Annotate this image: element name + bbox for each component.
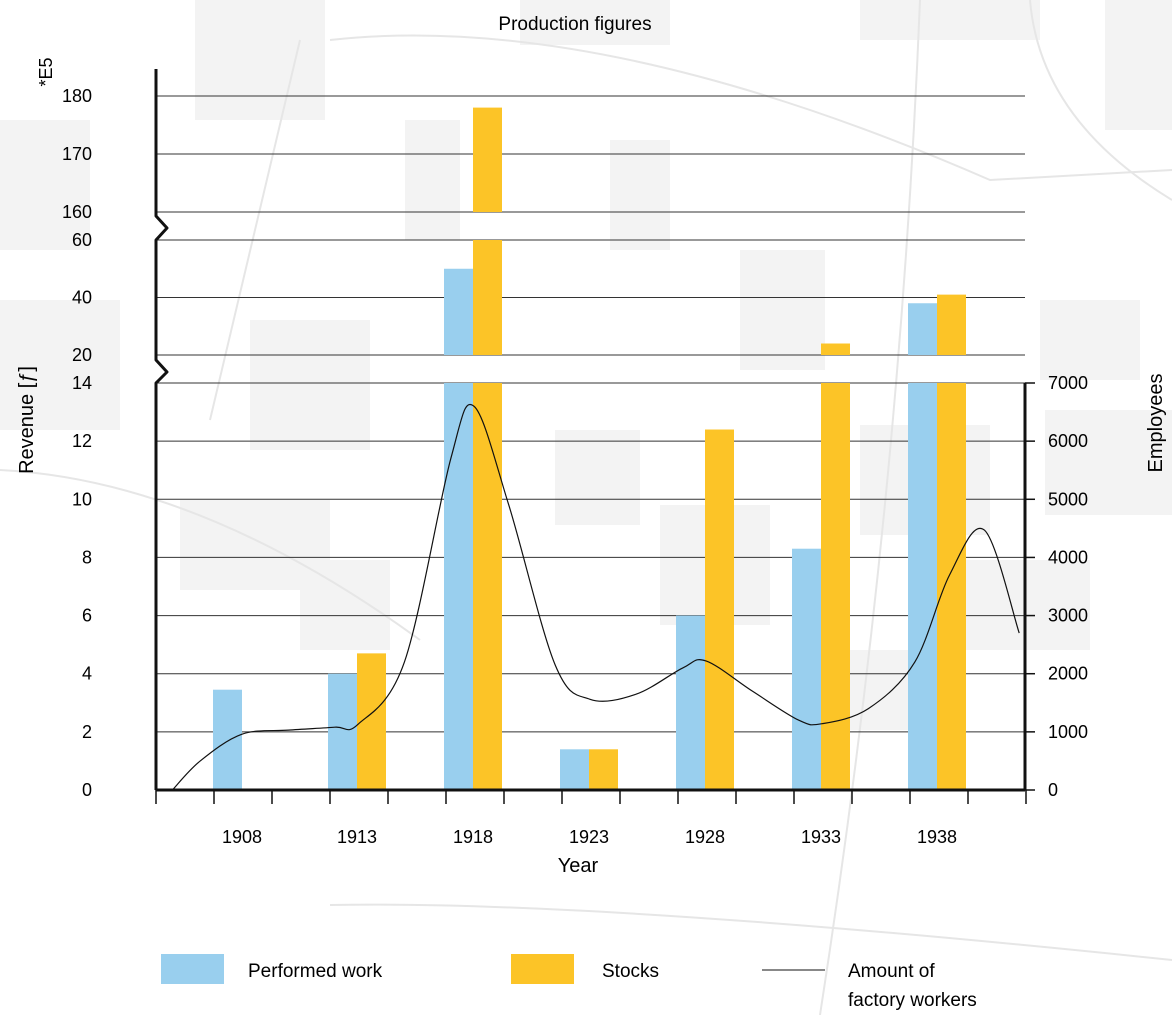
y-tick-label: 170 [62,144,92,164]
map-block [1040,300,1140,380]
legend-label-factory-workers-line2: factory workers [848,990,977,1011]
y-tick-label: 60 [72,230,92,250]
bar-performed-work-1933 [792,548,821,790]
y-tick-label: 20 [72,345,92,365]
map-block [0,300,120,430]
y-tick-label: 40 [72,288,92,308]
y2-tick-label: 7000 [1048,373,1088,393]
bar-stocks-1933 [821,383,850,790]
x-tick-label-1933: 1933 [801,827,841,847]
y-tick-label: 6 [82,606,92,626]
map-block [1045,410,1172,515]
bar-stocks-1918 [473,107,502,212]
y-tick-label: 8 [82,547,92,567]
axes: 0 2 4 6 8 10 12 14 20 40 60 160 170 180 0 1000 2000 3000 4… [62,69,1088,847]
chart-title: Production figures [498,14,651,35]
legend-swatch-stocks [511,954,574,984]
y-tick-label: 14 [72,373,92,393]
map-road [1029,0,1172,201]
map-block [740,250,825,370]
map-road [0,469,421,641]
map-block [405,120,460,240]
bar-performed-work-1938 [908,383,937,790]
bar-performed-work-1913 [328,673,357,790]
map-block [0,120,90,250]
y2-tick-label: 3000 [1048,606,1088,626]
x-tick-label-1938: 1938 [917,827,957,847]
map-road [329,903,1172,961]
bar-stocks-1933 [821,343,850,355]
y-tick-label: 4 [82,664,92,684]
legend: Performed work Stocks Amount of factory … [161,954,977,1011]
map-block [195,0,325,120]
map-road [819,0,921,1016]
legend-label-factory-workers-line1: Amount of [848,961,935,982]
y2-tick-label: 2000 [1048,664,1088,684]
bar-performed-work-1918 [444,383,473,790]
y-tick-label: 10 [72,489,92,509]
y-tick-label: 180 [62,86,92,106]
x-tick-label-1928: 1928 [685,827,725,847]
map-block [520,0,670,45]
y-axis-line [154,69,169,790]
legend-label-stocks: Stocks [602,961,659,982]
bar-performed-work-1923 [560,749,589,790]
y-tick-label: 160 [62,202,92,222]
x-tick-label-1913: 1913 [337,827,377,847]
y2-tick-label: 6000 [1048,431,1088,451]
bar-stocks-1918 [473,383,502,790]
map-block [300,560,390,650]
y-tick-label: 2 [82,722,92,742]
map-block [610,140,670,250]
x-tick-label-1908: 1908 [222,827,262,847]
legend-swatch-performed-work [161,954,224,984]
map-block [860,0,1040,40]
line-factory-workers [171,404,1020,791]
map-block [1105,0,1172,130]
bar-stocks-1938 [937,294,966,355]
x-tick-label-1923: 1923 [569,827,609,847]
y2-tick-label: 0 [1048,780,1058,800]
x-axis-title: Year [558,855,599,877]
bar-stocks-1928 [705,429,734,790]
bar-stocks-1918 [473,240,502,355]
map-road [329,34,1172,182]
y2-tick-label: 1000 [1048,722,1088,742]
bar-performed-work-1918 [444,268,473,355]
y-tick-label: 0 [82,780,92,800]
y-axis-title: Revenue [ƒ] [16,366,38,474]
bar-performed-work-1928 [676,615,705,790]
y2-tick-label: 4000 [1048,547,1088,567]
y2-tick-label: 5000 [1048,489,1088,509]
bar-stocks-1923 [589,749,618,790]
map-block [250,320,370,450]
workers-line [171,404,1020,791]
x-tick-label-1918: 1918 [453,827,493,847]
gridlines [156,95,1025,791]
legend-label-performed-work: Performed work [248,961,383,982]
bar-stocks-1938 [937,383,966,790]
y-tick-label: 12 [72,431,92,451]
bar-performed-work-1938 [908,303,937,355]
map-road [209,39,301,421]
y2-axis-title: Employees [1145,374,1167,473]
map-block [555,430,640,525]
scale-note: *E5 [36,57,56,86]
bar-performed-work-1908 [213,689,242,790]
